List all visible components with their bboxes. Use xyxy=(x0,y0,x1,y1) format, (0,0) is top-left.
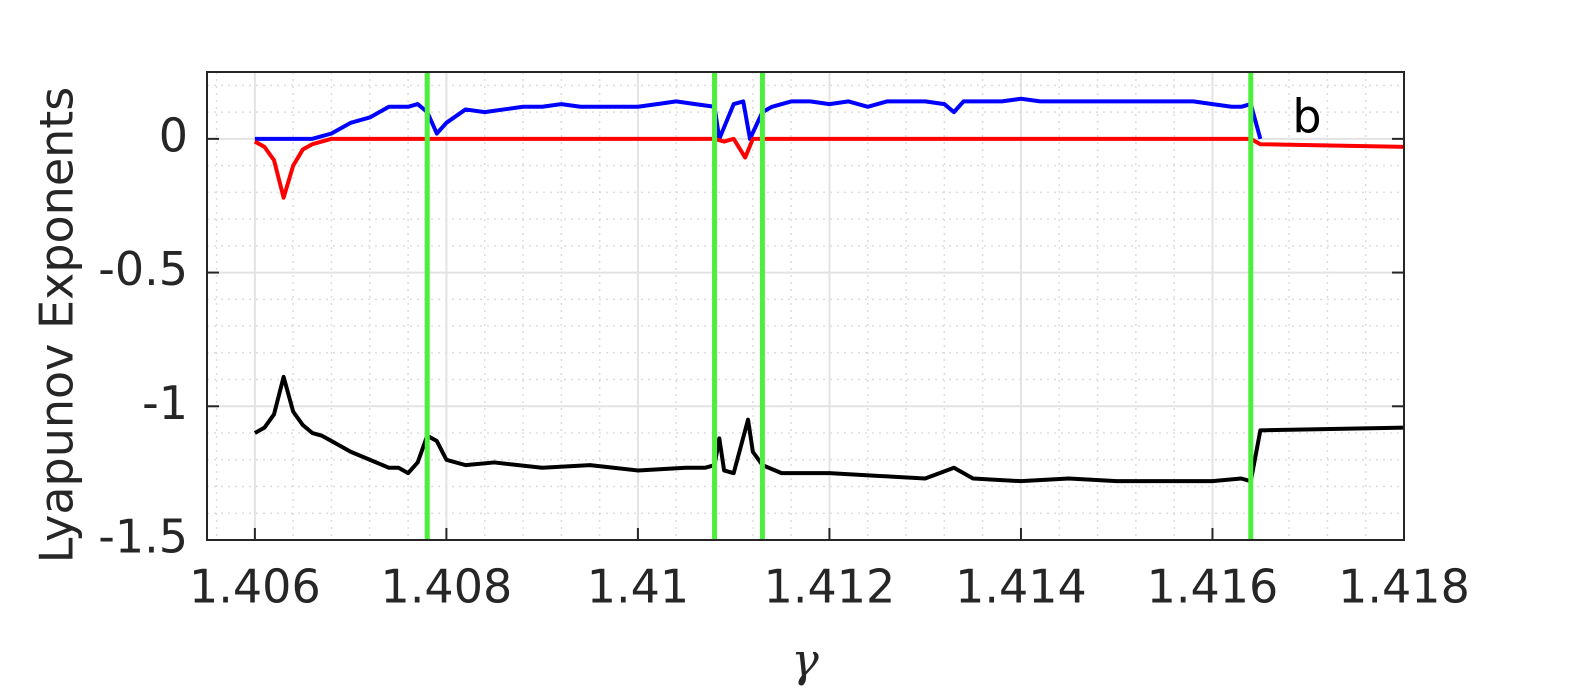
y-tick-label: -1.5 xyxy=(98,510,188,564)
y-tick-label: -0.5 xyxy=(98,242,188,296)
x-tick-label: 1.418 xyxy=(1338,560,1470,614)
annotation: b xyxy=(1292,90,1321,144)
data-line xyxy=(253,374,1405,484)
x-tick-label: 1.414 xyxy=(955,560,1087,614)
plot-frame xyxy=(206,71,1405,541)
x-tick-label: 1.41 xyxy=(587,560,689,614)
plot-area xyxy=(207,72,1404,540)
y-axis-label: Lyapunov Exponents xyxy=(30,87,84,564)
y-tick-label: 0 xyxy=(159,108,188,162)
x-tick-label: 1.408 xyxy=(381,560,513,614)
x-tick-label: 1.406 xyxy=(189,560,321,614)
x-tick-label: 1.416 xyxy=(1147,560,1279,614)
y-tick-label: -1 xyxy=(142,376,188,430)
x-tick-label: 1.412 xyxy=(764,560,896,614)
data-line xyxy=(253,136,1405,200)
x-axis-label: γ xyxy=(791,633,819,687)
